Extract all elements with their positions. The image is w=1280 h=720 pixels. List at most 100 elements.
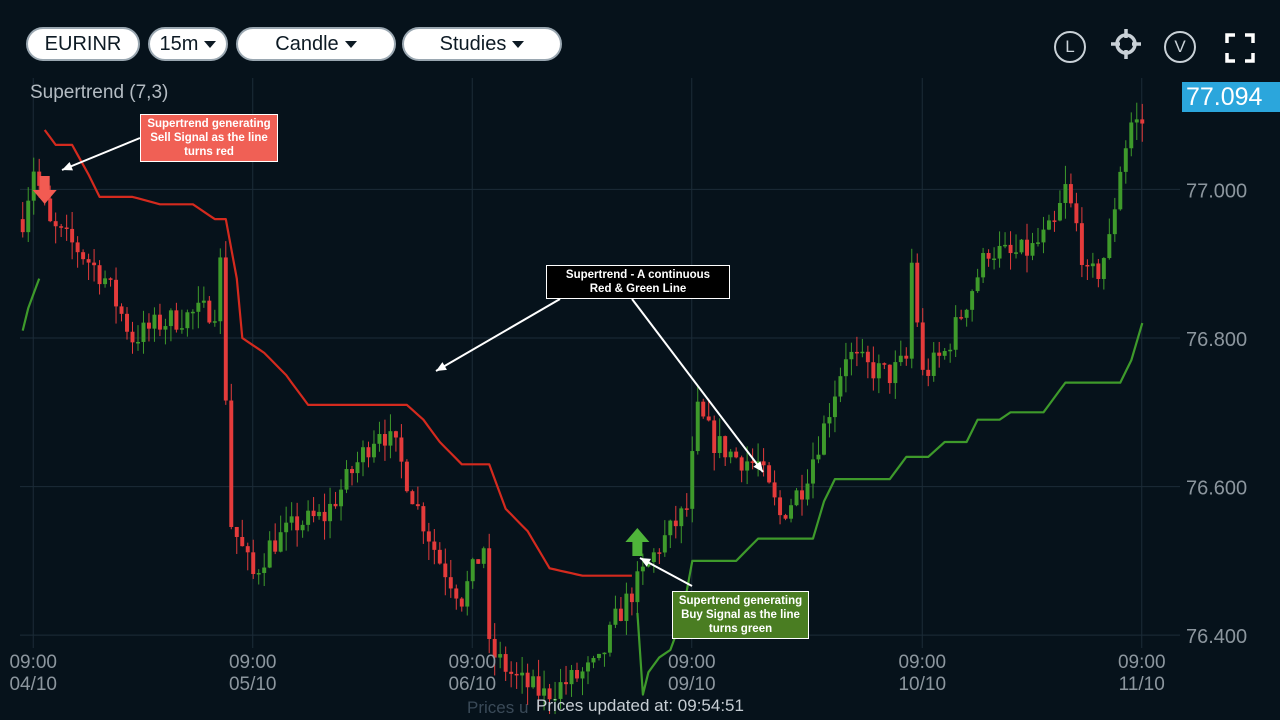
candle-body (339, 489, 344, 507)
candle-body (64, 227, 69, 229)
candle-body (778, 497, 783, 516)
candle-body (350, 469, 354, 474)
continuous-annotation-arrow-right-head (753, 461, 763, 472)
candle-body (415, 504, 420, 507)
y-tick-label: 76.800 (1186, 329, 1247, 351)
candle-body (1085, 264, 1090, 267)
x-tick-time: 09:00 (229, 652, 277, 673)
studies-dropdown[interactable]: Studies (402, 27, 562, 61)
candle-body (503, 654, 508, 672)
candle-body (849, 351, 854, 360)
candle-body (893, 362, 898, 384)
candle-body (399, 437, 404, 462)
x-tick-date: 11/10 (1119, 674, 1165, 695)
y-tick-label: 76.600 (1186, 478, 1247, 500)
candle-body (218, 257, 223, 322)
candle-body (240, 536, 245, 547)
y-tick-label: 77.000 (1186, 180, 1247, 202)
l-label: L (1065, 37, 1075, 56)
candle-body (311, 510, 316, 517)
candle-body (750, 461, 755, 463)
candle-body (525, 672, 530, 688)
candle-body (838, 376, 843, 397)
candle-body (1008, 244, 1013, 254)
buy-signal-callout: Supertrend generating Buy Signal as the … (672, 591, 809, 639)
candle-body (651, 552, 656, 563)
candle-body (190, 311, 195, 314)
continuous-annotation-arrow-left (435, 298, 561, 372)
candle-body (657, 552, 662, 554)
candle-body (536, 676, 541, 696)
candle-body (234, 526, 239, 537)
candle-body (141, 322, 146, 342)
candle-body (547, 688, 552, 700)
crosshair-icon[interactable] (1110, 28, 1142, 60)
fullscreen-icon[interactable] (1225, 33, 1255, 63)
l-circle-icon[interactable]: L (1054, 31, 1086, 63)
candle-body (1140, 119, 1145, 124)
candle-body (767, 465, 772, 483)
x-tick-date: 09/10 (668, 674, 716, 695)
candle-body (553, 698, 558, 701)
candle-body (377, 434, 382, 444)
candle-body (201, 300, 206, 303)
x-tick-time: 09:00 (668, 652, 716, 673)
candle-body (739, 457, 744, 471)
candle-body (717, 436, 722, 453)
x-tick-time: 09:00 (9, 652, 57, 673)
candle-body (953, 317, 958, 350)
last-price-tag: 77.094 (1182, 82, 1280, 112)
supertrend-up-segment (21, 278, 41, 331)
candles (20, 102, 1145, 715)
candle-body (602, 652, 607, 655)
candle-body (1003, 244, 1008, 247)
candle-body (904, 355, 909, 359)
candle-body (119, 306, 124, 314)
candle-body (355, 462, 360, 474)
candle-body (854, 351, 859, 354)
candle-body (942, 351, 947, 356)
interval-dropdown[interactable]: 15m (148, 27, 228, 61)
candle-body (1101, 258, 1106, 279)
candle-body (997, 245, 1002, 259)
candle-body (48, 198, 53, 222)
candle-body (20, 219, 25, 233)
v-circle-icon[interactable]: V (1164, 31, 1196, 63)
candle-body (157, 314, 162, 330)
candle-body (679, 508, 684, 527)
candle-body (476, 559, 481, 564)
candle-body (487, 548, 492, 639)
x-tick-time: 09:00 (898, 652, 946, 673)
candle-body (361, 447, 365, 463)
candle-body (514, 673, 519, 676)
candle-body (328, 503, 333, 522)
candle-body (152, 314, 157, 329)
candle-body (103, 278, 108, 285)
candle-body (542, 688, 547, 696)
candle-body (59, 226, 64, 228)
chart-style-label: Candle (275, 32, 339, 55)
candle-body (168, 310, 173, 327)
candle-body (509, 671, 514, 674)
chart-style-dropdown[interactable]: Candle (236, 27, 396, 61)
symbol-button[interactable]: EURINR (26, 27, 140, 61)
candle-body (81, 252, 86, 260)
candle-body (371, 443, 376, 458)
candle-body (580, 671, 585, 679)
candle-body (695, 401, 700, 452)
candle-body (816, 454, 821, 460)
candle-body (629, 593, 634, 603)
x-tick-date: 06/10 (448, 674, 496, 695)
candle-body (887, 364, 892, 384)
signal-arrows (32, 176, 650, 556)
candle-body (75, 242, 80, 253)
candle-body (591, 658, 596, 663)
candle-body (404, 461, 409, 492)
candle-body (273, 540, 278, 552)
candle-body (1096, 263, 1101, 279)
candle-body (761, 461, 766, 466)
candle-body (108, 278, 113, 280)
candle-body (805, 483, 810, 500)
y-tick-label: 76.400 (1186, 626, 1247, 648)
